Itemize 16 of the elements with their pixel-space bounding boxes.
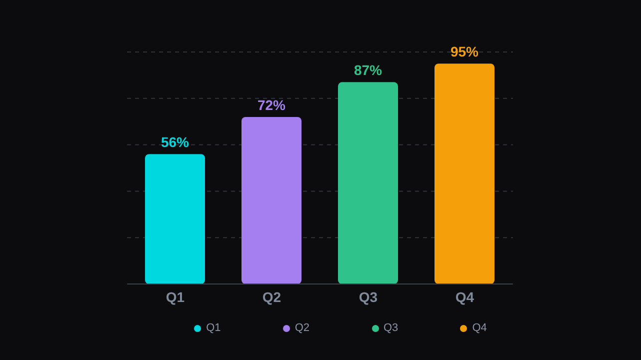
category-label: Q1 [206,322,221,334]
bar [145,154,205,284]
category-label: Q3 [384,322,398,334]
bar [242,116,302,284]
x-tick-label: Q4 [455,288,474,305]
data-label: 56% [160,134,190,150]
category-label: Q4 [472,322,487,334]
category-label: Q2 [294,322,310,334]
bar [434,64,494,284]
data-label: 72% [257,96,286,113]
x-tick-label: Q2 [262,288,282,305]
data-label: 95% [450,44,480,60]
x-tick-label: Q1 [166,288,185,305]
bar [338,82,398,284]
x-tick-label: Q3 [358,288,378,305]
data-label: 87% [354,62,383,78]
